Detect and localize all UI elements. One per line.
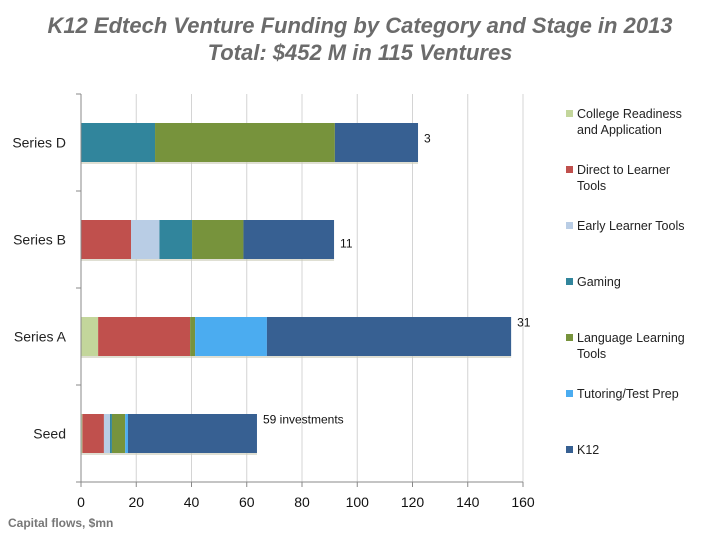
bar-data-label: 3 xyxy=(424,132,431,146)
legend-label-line2: and Application xyxy=(577,123,662,137)
legend-item: Direct to Learner Tools xyxy=(566,163,670,193)
bar-shadow xyxy=(81,453,257,455)
category-label: Series B xyxy=(13,232,66,248)
x-tick-label: 40 xyxy=(184,494,200,510)
legend-swatch xyxy=(566,222,573,229)
bar-segment xyxy=(192,220,244,259)
bar-data-label: 11 xyxy=(340,237,353,251)
legend-item: Tutoring/Test Prep xyxy=(566,387,679,401)
x-tick-label: 160 xyxy=(511,494,535,510)
legend-swatch xyxy=(566,390,573,397)
legend-swatch xyxy=(566,166,573,173)
bar-segment xyxy=(103,414,111,453)
legend: College Readiness and Application Direct t… xyxy=(566,107,685,457)
axes: 0 20 40 60 80 100 120 140 160 xyxy=(76,93,535,510)
chart-title-block: K12 Edtech Venture Funding by Category a… xyxy=(0,12,720,66)
legend-label: Tutoring/Test Prep xyxy=(577,387,679,401)
labels: Series D 3 Series B 11 Series A 31 Seed 59 inve… xyxy=(12,132,530,442)
category-label: Seed xyxy=(33,426,66,442)
bar-segment xyxy=(81,414,83,453)
bar-segment xyxy=(266,317,512,356)
bar-segment xyxy=(334,123,419,162)
bar-segment xyxy=(81,220,132,259)
x-tick-label: 20 xyxy=(128,494,144,510)
x-axis-label: Capital flows, $mn xyxy=(8,516,114,530)
bar-segment xyxy=(159,220,193,259)
legend-item: College Readiness and Application xyxy=(566,107,682,137)
x-tick-label: 140 xyxy=(456,494,480,510)
bar-segment xyxy=(98,317,191,356)
legend-item: K12 xyxy=(566,443,599,457)
x-tick-label: 60 xyxy=(239,494,255,510)
x-tick-label: 100 xyxy=(346,494,370,510)
legend-label: Early Learner Tools xyxy=(577,219,684,233)
bar-segment xyxy=(81,123,156,162)
legend-item: Early Learner Tools xyxy=(566,219,684,233)
bar-segment xyxy=(190,317,196,356)
legend-label-line2: Tools xyxy=(577,179,606,193)
bar-data-label: 59 investments xyxy=(263,413,344,427)
legend-label: Gaming xyxy=(577,275,621,289)
bar-segment xyxy=(82,414,104,453)
legend-label-line2: Tools xyxy=(577,347,606,361)
bar-shadow xyxy=(81,356,512,358)
chart-subtitle: Total: $452 M in 115 Ventures xyxy=(207,40,513,65)
legend-label: K12 xyxy=(577,443,599,457)
legend-swatch xyxy=(566,334,573,341)
legend-item: Language Learning Tools xyxy=(566,331,685,361)
bar-segment xyxy=(155,123,335,162)
legend-swatch xyxy=(566,110,573,117)
x-tick-label: 80 xyxy=(294,494,310,510)
bar-shadow xyxy=(81,162,419,164)
bar-shadow xyxy=(81,259,335,261)
legend-item: Gaming xyxy=(566,275,621,289)
x-tick-label: 120 xyxy=(401,494,425,510)
bar-segment xyxy=(111,414,126,453)
legend-label: College Readiness xyxy=(577,107,682,121)
bars xyxy=(81,123,512,455)
bar-segment xyxy=(131,220,160,259)
bar-segment xyxy=(243,220,335,259)
legend-label: Language Learning xyxy=(577,331,685,345)
chart-title: K12 Edtech Venture Funding by Category a… xyxy=(47,13,673,38)
bar-segment xyxy=(81,317,99,356)
bar-segment xyxy=(125,414,128,453)
legend-swatch xyxy=(566,278,573,285)
legend-swatch xyxy=(566,446,573,453)
bar-segment xyxy=(195,317,267,356)
legend-label: Direct to Learner xyxy=(577,163,670,177)
bar-data-label: 31 xyxy=(517,316,531,330)
bar-segment xyxy=(127,414,257,453)
category-label: Series D xyxy=(12,135,66,151)
category-label: Series A xyxy=(14,329,67,345)
x-tick-label: 0 xyxy=(77,494,85,510)
bar-segment xyxy=(110,414,112,453)
